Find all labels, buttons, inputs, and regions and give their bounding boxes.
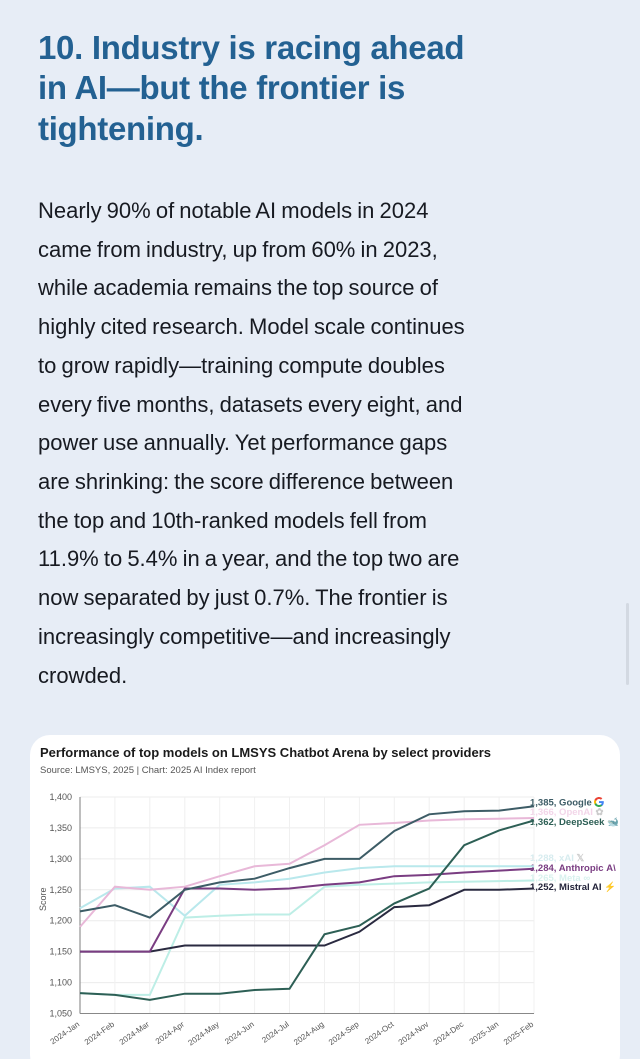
svg-text:2024-May: 2024-May — [187, 1020, 221, 1048]
svg-text:2024-Apr: 2024-Apr — [154, 1020, 186, 1046]
svg-text:2025-Feb: 2025-Feb — [502, 1019, 536, 1046]
svg-text:2024-Oct: 2024-Oct — [363, 1019, 396, 1046]
svg-text:2024-Jul: 2024-Jul — [260, 1020, 290, 1045]
svg-text:2024-Aug: 2024-Aug — [292, 1020, 326, 1047]
svg-text:2024-Mar: 2024-Mar — [118, 1020, 151, 1047]
svg-text:1,050: 1,050 — [49, 1009, 72, 1019]
svg-text:2024-Jun: 2024-Jun — [223, 1020, 255, 1047]
svg-text:2024-Jan: 2024-Jan — [49, 1020, 81, 1047]
svg-text:2024-Nov: 2024-Nov — [397, 1020, 431, 1047]
svg-text:1,250: 1,250 — [49, 885, 72, 895]
svg-text:2024-Feb: 2024-Feb — [83, 1019, 117, 1046]
svg-text:1,350: 1,350 — [49, 823, 72, 833]
svg-text:2024-Sep: 2024-Sep — [327, 1019, 361, 1047]
svg-text:1,400: 1,400 — [49, 792, 72, 802]
svg-text:2024-Dec: 2024-Dec — [432, 1020, 466, 1047]
svg-text:1,100: 1,100 — [49, 978, 72, 988]
svg-text:1,300: 1,300 — [49, 854, 72, 864]
svg-text:2025-Jan: 2025-Jan — [468, 1020, 500, 1047]
svg-text:1,200: 1,200 — [49, 916, 72, 926]
svg-text:1,150: 1,150 — [49, 947, 72, 957]
